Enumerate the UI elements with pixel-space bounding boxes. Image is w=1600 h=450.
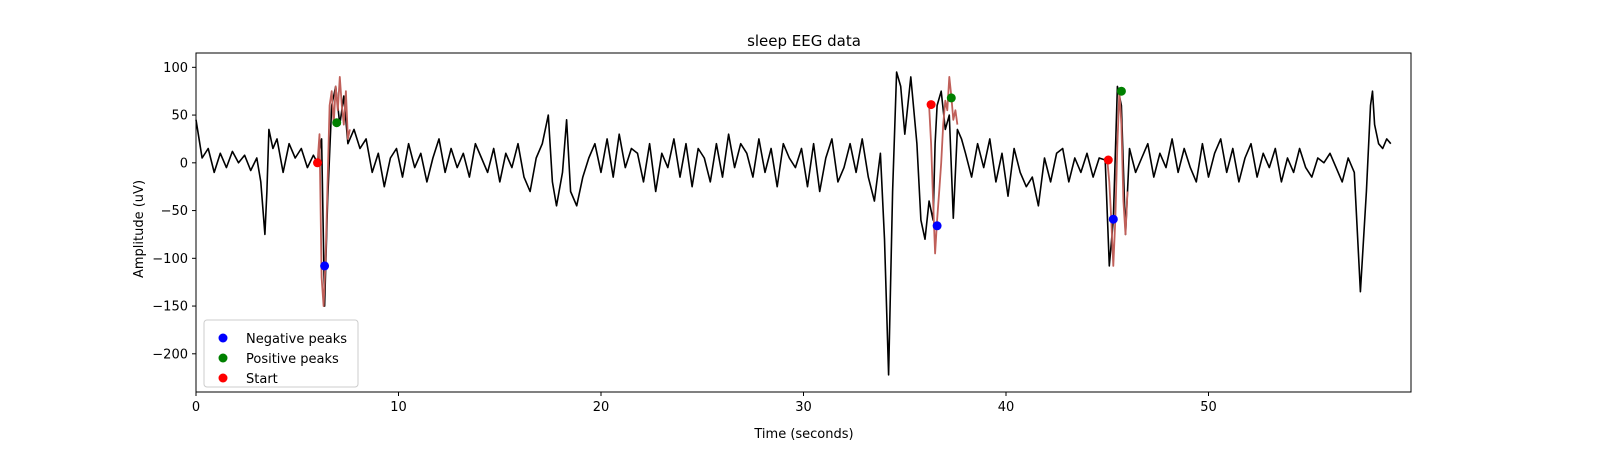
- y-tick-label: −200: [152, 347, 188, 362]
- legend: Negative peaks Positive peaks Start: [203, 319, 359, 388]
- legend-label-start: Start: [246, 372, 278, 387]
- x-axis: 0 10 20 30 40 50: [192, 392, 1217, 415]
- chart-title: sleep EEG data: [747, 32, 861, 50]
- positive-peaks-marker: [1116, 86, 1126, 96]
- eeg-signal-line: [195, 71, 1392, 376]
- plot-area: [195, 71, 1392, 376]
- negative-peaks-marker: [320, 261, 330, 271]
- x-tick-label: 10: [390, 400, 407, 415]
- y-tick-label: 0: [180, 156, 188, 171]
- x-axis-label: Time (seconds): [753, 427, 853, 442]
- positive-peaks-marker: [946, 93, 956, 103]
- legend-marker-negative: [218, 333, 228, 343]
- event-segment-2: [928, 76, 959, 255]
- event-segment-3: [1106, 90, 1129, 267]
- legend-box: [203, 319, 359, 388]
- y-tick-label: −100: [152, 252, 188, 267]
- y-axis: 100 50 0 −50 −100 −150 −200: [152, 61, 196, 362]
- y-tick-label: 50: [171, 109, 188, 124]
- x-tick-label: 30: [795, 400, 812, 415]
- axes-frame: [195, 52, 1412, 393]
- y-tick-label: 100: [163, 61, 188, 76]
- positive-peaks-marker: [332, 118, 342, 128]
- y-tick-label: −50: [161, 204, 188, 219]
- start-marker: [313, 158, 322, 168]
- x-tick-label: 40: [998, 400, 1015, 415]
- negative-peaks-marker: [1108, 214, 1118, 224]
- legend-label-positive: Positive peaks: [246, 352, 339, 367]
- legend-marker-positive: [218, 353, 228, 363]
- legend-label-negative: Negative peaks: [246, 332, 347, 347]
- y-axis-label: Amplitude (uV): [132, 180, 147, 278]
- negative-peaks-marker: [932, 221, 942, 231]
- x-tick-label: 20: [593, 400, 610, 415]
- legend-marker-start: [218, 373, 228, 383]
- y-tick-label: −150: [152, 300, 188, 315]
- x-tick-label: 50: [1200, 400, 1217, 415]
- start-marker: [926, 100, 936, 110]
- start-marker: [1103, 155, 1113, 165]
- x-tick-label: 0: [192, 400, 200, 415]
